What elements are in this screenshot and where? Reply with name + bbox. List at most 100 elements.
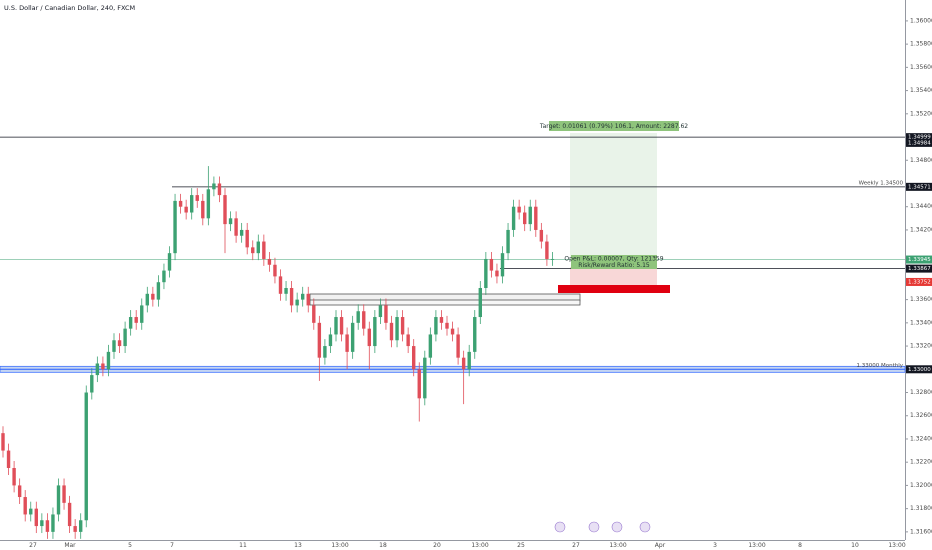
price-tag-label: 1.33945 (908, 257, 931, 263)
y-tick-label: 1.32200 (910, 459, 932, 466)
candle-body (239, 229, 244, 236)
candle-body (206, 189, 211, 219)
y-tick-label: 1.36000 (910, 17, 932, 24)
candle-body (245, 229, 249, 248)
candle-body (539, 229, 544, 242)
candle-body (267, 258, 272, 265)
candle-body (439, 317, 444, 323)
stop-zone (570, 267, 657, 285)
event-icon[interactable] (639, 521, 651, 533)
candle-body (106, 351, 111, 370)
candle-body (262, 241, 266, 259)
candle-body (201, 200, 205, 219)
candle-body (56, 485, 61, 515)
target-zone (570, 133, 657, 257)
candle-body (467, 351, 471, 370)
candle-body (550, 258, 555, 260)
price-tag (906, 264, 932, 273)
x-tick-label: 18 (379, 542, 387, 549)
candle-body (12, 468, 16, 486)
x-tick-label: 13 (294, 542, 302, 549)
target-label-box (549, 121, 679, 131)
candle-body (323, 346, 327, 358)
candle-body (284, 288, 288, 294)
candle-body (23, 497, 27, 515)
candle-body (212, 183, 216, 190)
y-tick-label: 1.34400 (910, 203, 932, 210)
x-tick-label: 25 (517, 542, 525, 549)
target-label: Target: 0.01061 (0.79%) 106.1, Amount: 2… (539, 123, 688, 130)
candle-body (29, 508, 33, 515)
candle-body (484, 258, 488, 288)
event-icons (554, 521, 651, 533)
candle-body (312, 305, 316, 323)
price-tag-label: 1.33867 (908, 266, 931, 272)
x-tick-label: 11 (239, 542, 247, 549)
candle-body (40, 520, 44, 527)
candle-body (184, 206, 188, 213)
candle-body (151, 293, 155, 300)
candle-body (495, 270, 499, 277)
candle-body (223, 195, 227, 225)
candle-body (173, 200, 177, 254)
candle-body (461, 357, 466, 370)
price-tag (906, 138, 932, 147)
x-tick-label: 3 (713, 542, 717, 549)
candle-body (278, 276, 283, 294)
candle-body (301, 293, 305, 300)
candle-body (190, 195, 194, 213)
candle-body (328, 334, 333, 347)
candle-body (51, 514, 55, 532)
y-tick-label: 1.33600 (910, 296, 932, 303)
candle-body (17, 485, 22, 498)
event-icon[interactable] (611, 521, 623, 533)
candle-body (101, 363, 105, 370)
candle-body (162, 270, 166, 283)
x-tick-label: 5 (128, 542, 132, 549)
zone-box (309, 299, 581, 306)
candle-body (117, 340, 122, 347)
candle-body (84, 392, 88, 521)
candle-body (450, 328, 455, 335)
candle-body (373, 317, 377, 347)
candle-body (428, 334, 433, 358)
candle-body (523, 212, 527, 225)
y-tick-label: 1.33200 (910, 343, 932, 350)
candle-body (34, 508, 38, 527)
price-tag (906, 182, 932, 191)
x-tick-label: 8 (798, 542, 802, 549)
candle-body (79, 520, 83, 532)
price-tag-label: 1.34984 (908, 140, 931, 146)
candle-body (350, 322, 355, 352)
candle-body (295, 299, 299, 306)
candle-body (234, 218, 238, 236)
y-tick-label: 1.32400 (910, 435, 932, 442)
event-icon[interactable] (588, 521, 600, 533)
candle-body (534, 206, 538, 230)
candle-body (345, 334, 349, 352)
stop-box (558, 285, 670, 293)
pl-label: Open P&L: 0.00007, Qty: 121359 (564, 256, 663, 263)
candle-body (545, 241, 549, 259)
candle-body (134, 317, 138, 323)
candle-body (406, 334, 410, 347)
candle-body (339, 317, 344, 335)
candle-body (434, 317, 438, 335)
candle-body (123, 328, 127, 347)
x-tick-label: 10 (851, 542, 859, 549)
x-tick-label: 13:00 (471, 542, 488, 549)
candle-body (417, 369, 421, 399)
candle-body (6, 450, 11, 468)
candle-body (273, 264, 277, 277)
candle-body (356, 311, 360, 323)
y-tick-label: 1.32000 (910, 482, 932, 489)
candle-body (395, 317, 399, 341)
candle-body (489, 258, 494, 271)
candle-body (400, 317, 405, 335)
event-icon[interactable] (554, 521, 566, 533)
candle-body (140, 305, 144, 323)
candle-body (362, 311, 366, 329)
candle-body (423, 357, 427, 399)
y-tick-label: 1.34800 (910, 157, 932, 164)
